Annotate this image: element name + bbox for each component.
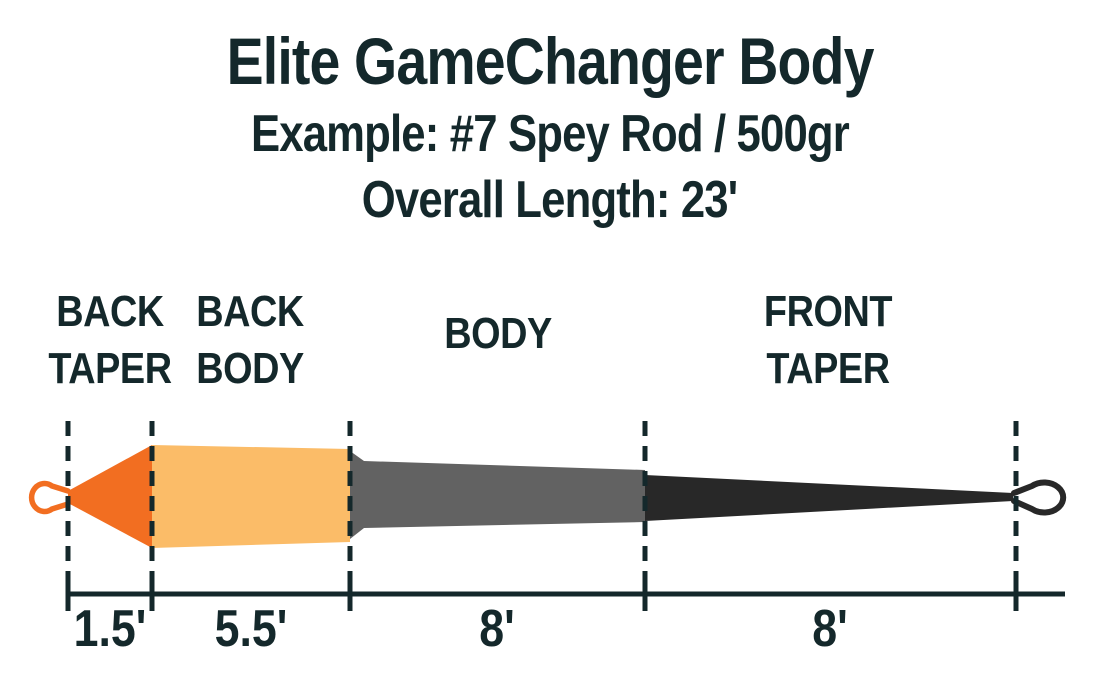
measurement-scale xyxy=(65,581,1065,611)
label-front-taper: FRONT TAPER xyxy=(763,283,893,397)
measurement-body: 8' xyxy=(479,600,515,658)
label-back-body-line1: BACK xyxy=(196,287,304,336)
label-back-body: BACK BODY xyxy=(196,283,304,397)
label-body: BODY xyxy=(444,305,552,362)
overall-length-text: Overall Length: 23' xyxy=(362,171,738,229)
front-welded-loop-icon xyxy=(1011,479,1067,516)
label-back-body-line2: BODY xyxy=(196,344,304,393)
page-title-text: Elite GameChanger Body xyxy=(226,24,875,98)
body-segment xyxy=(350,451,645,539)
label-back-taper: BACK TAPER xyxy=(48,283,172,397)
measurement-front-taper: 8' xyxy=(812,600,848,658)
page-title: Elite GameChanger Body xyxy=(0,26,1100,96)
example-subtitle-text: Example: #7 Spey Rod / 500gr xyxy=(251,105,850,163)
label-back-taper-line2: TAPER xyxy=(48,344,172,393)
measurement-back-taper: 1.5' xyxy=(73,600,147,658)
back-body-segment xyxy=(152,445,350,548)
label-front-taper-line2: TAPER xyxy=(766,344,890,393)
back-taper-segment xyxy=(68,445,152,548)
label-front-taper-line1: FRONT xyxy=(763,287,893,336)
section-boundary-dashes xyxy=(65,421,1019,587)
back-welded-loop-icon xyxy=(28,480,71,515)
label-back-taper-line1: BACK xyxy=(56,287,164,336)
front-taper-segment xyxy=(645,475,1013,521)
label-body-line1: BODY xyxy=(444,309,552,358)
overall-length-subtitle: Overall Length: 23' xyxy=(0,170,1100,230)
example-subtitle: Example: #7 Spey Rod / 500gr xyxy=(0,104,1100,164)
measurement-back-body: 5.5' xyxy=(214,600,288,658)
